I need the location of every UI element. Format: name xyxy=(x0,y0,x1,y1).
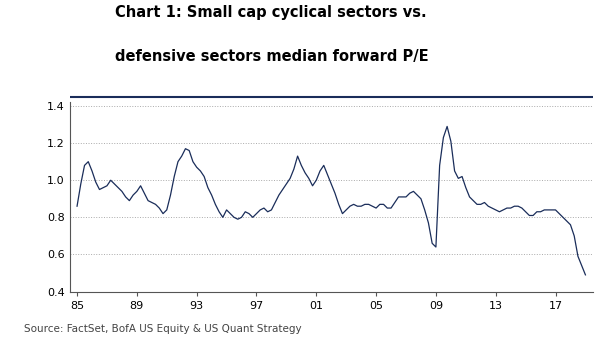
Text: Source: FactSet, BofA US Equity & US Quant Strategy: Source: FactSet, BofA US Equity & US Qua… xyxy=(24,324,302,334)
Text: defensive sectors median forward P/E: defensive sectors median forward P/E xyxy=(115,49,428,64)
Text: Chart 1: Small cap cyclical sectors vs.: Chart 1: Small cap cyclical sectors vs. xyxy=(115,5,427,20)
